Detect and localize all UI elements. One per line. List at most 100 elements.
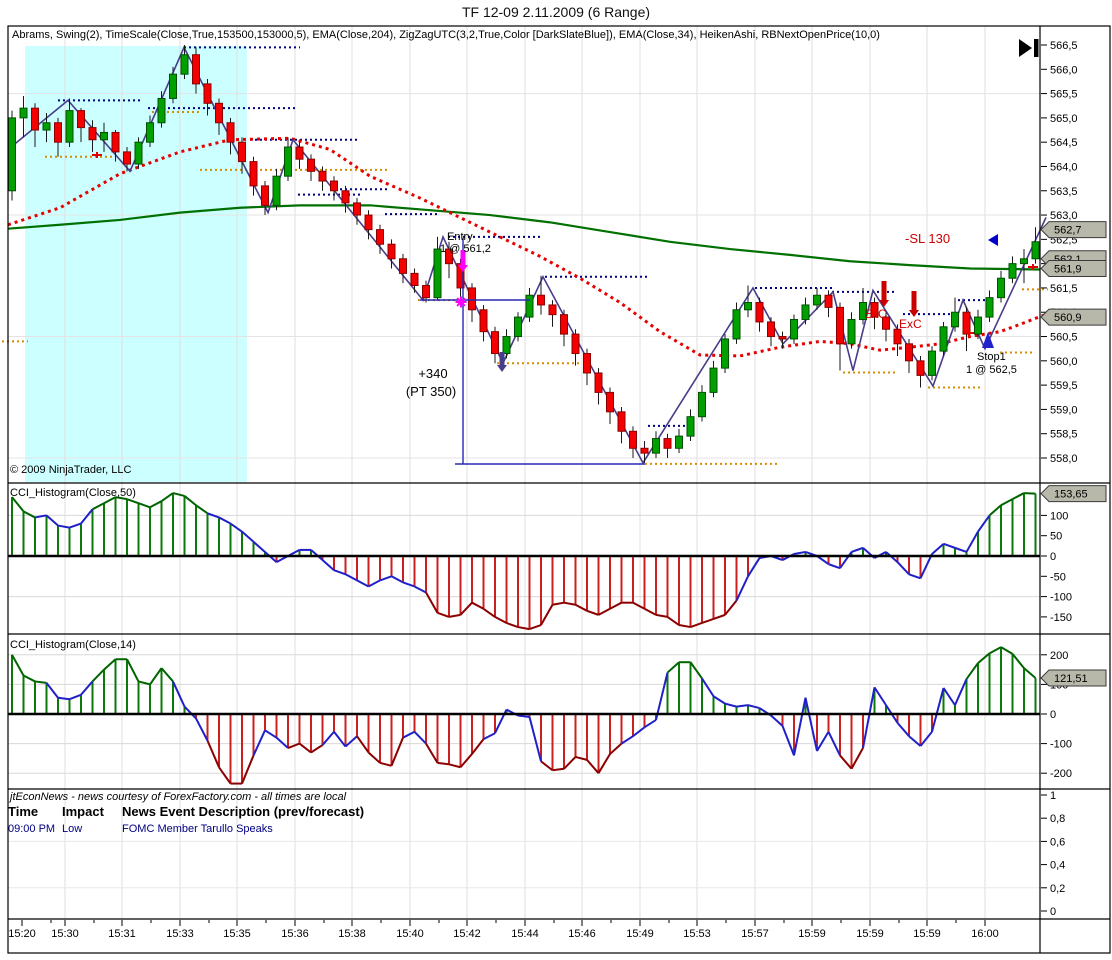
svg-text:15:20: 15:20 — [8, 928, 36, 940]
svg-text:563,5: 563,5 — [1050, 186, 1078, 198]
svg-text:15:46: 15:46 — [568, 928, 596, 940]
annotation-text: -SL 130 — [905, 231, 950, 246]
svg-text:566,0: 566,0 — [1050, 64, 1078, 76]
candles-layer[interactable] — [8, 45, 1040, 463]
svg-text:121,51: 121,51 — [1054, 673, 1088, 685]
value-tag — [1040, 221, 1107, 239]
svg-text:15:30: 15:30 — [51, 928, 79, 940]
svg-text:15:36: 15:36 — [281, 928, 309, 940]
gridlines — [8, 26, 1040, 919]
svg-text:50: 50 — [1050, 531, 1062, 543]
svg-text:15:31: 15:31 — [108, 928, 136, 940]
svg-text:0,6: 0,6 — [1050, 836, 1065, 848]
svg-text:558,5: 558,5 — [1050, 429, 1078, 441]
panel-borders — [7, 25, 1111, 954]
copyright-notice: © 2009 NinjaTrader, LLC — [10, 464, 132, 476]
svg-text:153,65: 153,65 — [1054, 489, 1088, 501]
news-col-impact: Impact — [62, 804, 104, 819]
svg-text:564,0: 564,0 — [1050, 161, 1078, 173]
annotation-text: Stop1 — [977, 351, 1006, 363]
playback-icon[interactable] — [1019, 39, 1039, 57]
svg-text:15:59: 15:59 — [798, 928, 826, 940]
news-event-impact: Low — [62, 823, 83, 835]
svg-text:-100: -100 — [1050, 739, 1072, 751]
annotation-text: ExC — [899, 317, 922, 331]
svg-text:15:33: 15:33 — [166, 928, 194, 940]
svg-text:200: 200 — [1050, 650, 1068, 662]
svg-text:559,0: 559,0 — [1050, 404, 1078, 416]
svg-text:561,9: 561,9 — [1054, 264, 1082, 276]
svg-text:0,8: 0,8 — [1050, 813, 1065, 825]
svg-text:15:59: 15:59 — [913, 928, 941, 940]
svg-text:15:38: 15:38 — [338, 928, 366, 940]
svg-text:1: 1 — [1050, 790, 1056, 802]
ema-204-line — [7, 204, 1041, 271]
annotation-text: ExC — [864, 307, 887, 321]
value-tag — [1040, 260, 1107, 278]
svg-text:15:57: 15:57 — [741, 928, 769, 940]
svg-text:0: 0 — [1050, 551, 1056, 563]
svg-text:15:44: 15:44 — [511, 928, 539, 940]
cci14-histogram[interactable] — [8, 646, 1040, 785]
value-tag — [1040, 669, 1107, 687]
swing-level-lines — [58, 46, 992, 427]
news-axis[interactable]: 1 0,8 0,6 0,4 0,2 0 — [1041, 790, 1065, 918]
value-tag — [1040, 308, 1107, 326]
svg-text:558,0: 558,0 — [1050, 453, 1078, 465]
svg-text:-200: -200 — [1050, 768, 1072, 780]
news-col-time: Time — [8, 804, 39, 819]
chart-title: TF 12-09 2.11.2009 (6 Range) — [461, 4, 651, 20]
svg-text:560,5: 560,5 — [1050, 332, 1078, 344]
session-highlight-region — [25, 46, 247, 482]
svg-text:15:49: 15:49 — [626, 928, 654, 940]
svg-text:559,5: 559,5 — [1050, 380, 1078, 392]
left-triangle-marker — [988, 234, 998, 246]
value-tag — [1040, 485, 1107, 503]
news-source-line: jtEconNews - news courtesy of ForexFacto… — [10, 791, 347, 803]
svg-text:565,5: 565,5 — [1050, 89, 1078, 101]
svg-text:15:53: 15:53 — [683, 928, 711, 940]
time-axis[interactable]: 15:20 15:30 15:31 15:33 15:35 15:36 15:38 15:40… — [8, 920, 999, 940]
svg-text:15:59: 15:59 — [856, 928, 884, 940]
annotation-text: 1 @ 562,5 — [966, 364, 1017, 376]
svg-text:15:40: 15:40 — [396, 928, 424, 940]
svg-text:0,4: 0,4 — [1050, 860, 1065, 872]
svg-text:564,5: 564,5 — [1050, 137, 1078, 149]
svg-text:15:35: 15:35 — [223, 928, 251, 940]
annotation-text: Entry — [447, 231, 473, 243]
annotation-text: 1 @ 561,2 — [440, 243, 491, 255]
svg-text:0: 0 — [1050, 709, 1056, 721]
indicator-parameters-label: Abrams, Swing(2), TimeScale(Close,True,1… — [12, 29, 880, 41]
svg-text:-50: -50 — [1050, 571, 1066, 583]
next-open-price-lines — [2, 111, 1048, 465]
svg-text:16:00: 16:00 — [971, 928, 999, 940]
svg-text:100: 100 — [1050, 510, 1068, 522]
svg-text:562,7: 562,7 — [1054, 225, 1082, 237]
svg-text:0,2: 0,2 — [1050, 883, 1065, 895]
cci50-panel-label: CCI_Histogram(Close,50) — [10, 487, 136, 499]
news-event-time: 09:00 PM — [8, 823, 56, 835]
svg-text:565,0: 565,0 — [1050, 113, 1078, 125]
svg-text:15:42: 15:42 — [453, 928, 481, 940]
news-event-description: FOMC Member Tarullo Speaks — [122, 823, 273, 835]
svg-text:561,5: 561,5 — [1050, 283, 1078, 295]
up-triangle-marker — [982, 332, 994, 348]
svg-text:-100: -100 — [1050, 592, 1072, 604]
news-col-description: News Event Description (prev/forecast) — [122, 804, 365, 819]
price-axis[interactable]: 566,5 566,0 565,5 565,0 564,5 564,0 563,5 563,0… — [1040, 40, 1107, 465]
cci50-histogram[interactable] — [8, 492, 1040, 631]
svg-text:0: 0 — [1050, 906, 1056, 918]
svg-text:566,5: 566,5 — [1050, 40, 1078, 52]
svg-text:560,0: 560,0 — [1050, 356, 1078, 368]
annotation-text: (PT 350) — [406, 384, 456, 399]
annotation-text: +340 — [418, 366, 447, 381]
cci50-axis[interactable]: 100 50 0 -50 -100 -150 153,65 — [1040, 485, 1107, 624]
svg-text:563,0: 563,0 — [1050, 210, 1078, 222]
trade-visualization — [420, 238, 645, 465]
svg-text:560,9: 560,9 — [1054, 312, 1082, 324]
cci14-panel-label: CCI_Histogram(Close,14) — [10, 639, 136, 651]
svg-text:-150: -150 — [1050, 612, 1072, 624]
